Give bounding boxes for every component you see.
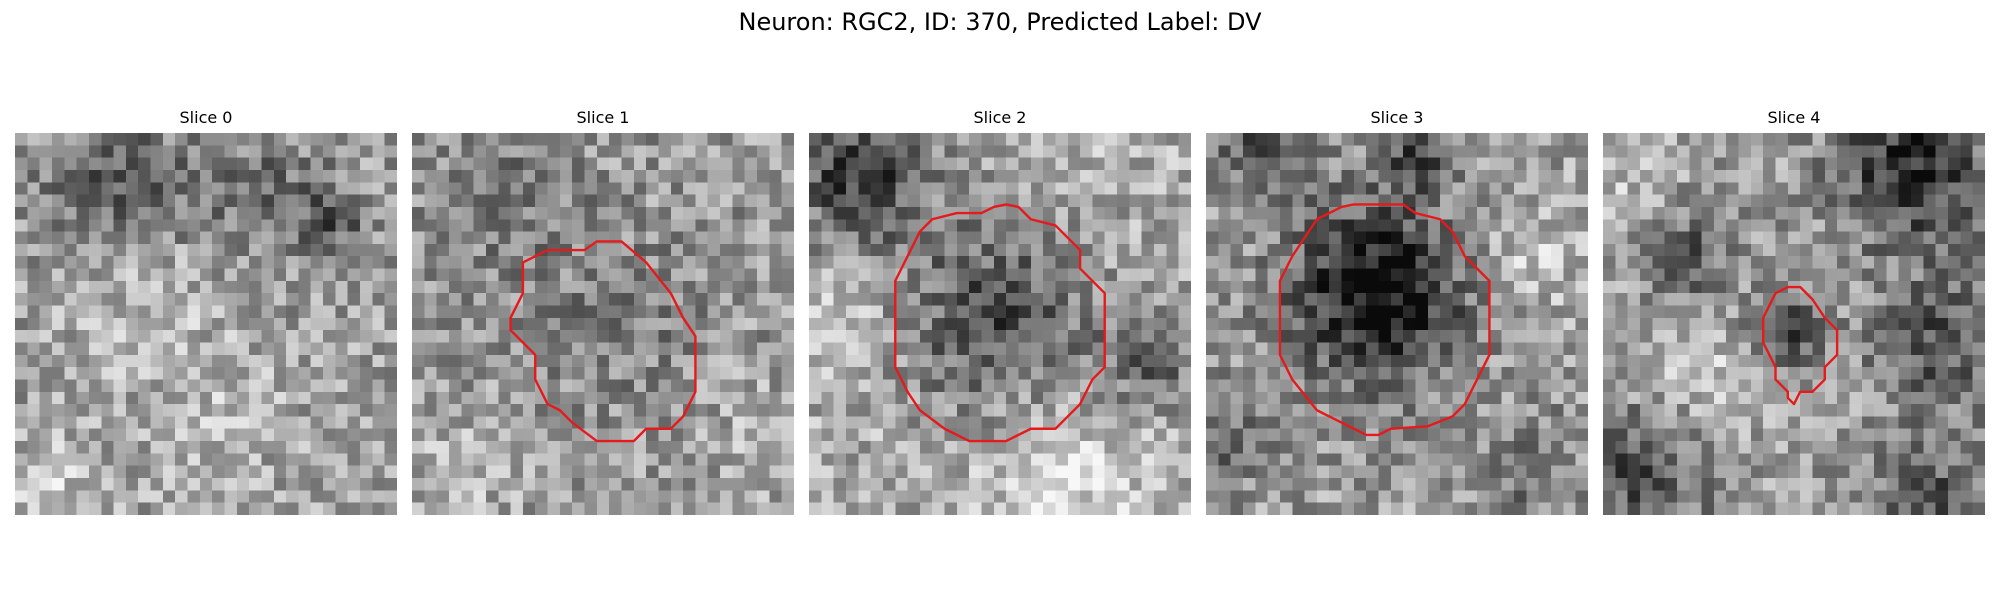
- cell-contour-3: [1280, 204, 1489, 434]
- slice-title-0: Slice 0: [179, 108, 233, 127]
- cell-contour-2: [895, 204, 1104, 441]
- slice-image-4: [1603, 133, 1985, 515]
- slice-title-1: Slice 1: [576, 108, 630, 127]
- slice-panel-3: Slice 3: [1206, 108, 1588, 518]
- slice-image-3: [1206, 133, 1588, 515]
- slice-title-3: Slice 3: [1370, 108, 1424, 127]
- slice-image-2: [809, 133, 1191, 515]
- figure-title: Neuron: RGC2, ID: 370, Predicted Label: …: [738, 8, 1262, 36]
- cell-contour-1: [511, 241, 696, 441]
- slice-title-2: Slice 2: [973, 108, 1027, 127]
- slice-panel-0: Slice 0: [15, 108, 397, 518]
- slice-panel-4: Slice 4: [1603, 108, 1985, 518]
- cell-contour-4: [1763, 287, 1837, 404]
- slice-panel-2: Slice 2: [809, 108, 1191, 518]
- slice-image-1: [412, 133, 794, 515]
- slice-panel-1: Slice 1: [412, 108, 794, 518]
- slice-title-4: Slice 4: [1767, 108, 1821, 127]
- slice-image-0: [15, 133, 397, 515]
